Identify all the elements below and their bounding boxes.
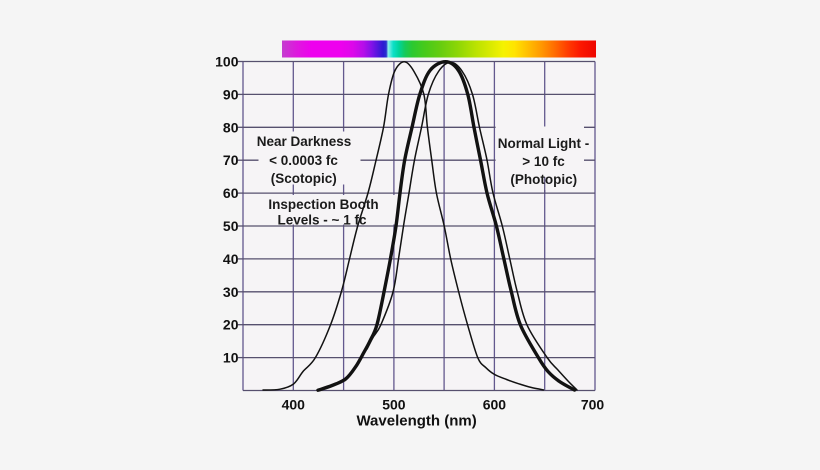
svg-text:40: 40 (223, 251, 239, 267)
svg-text:600: 600 (483, 397, 507, 413)
svg-text:> 10 fc: > 10 fc (522, 154, 565, 169)
svg-text:50: 50 (223, 218, 239, 234)
svg-text:30: 30 (223, 284, 239, 300)
svg-text:700: 700 (581, 397, 605, 413)
svg-text:Levels - ~ 1 fc: Levels - ~ 1 fc (278, 213, 367, 228)
svg-text:90: 90 (223, 86, 239, 102)
svg-text:100: 100 (215, 54, 239, 70)
svg-text:Near Darkness: Near Darkness (257, 134, 352, 149)
svg-text:Inspection Booth: Inspection Booth (268, 197, 378, 212)
svg-text:20: 20 (223, 317, 239, 333)
svg-text:(Photopic): (Photopic) (510, 172, 577, 187)
svg-text:10: 10 (223, 350, 239, 366)
svg-text:Wavelength (nm): Wavelength (nm) (356, 413, 476, 430)
svg-text:70: 70 (223, 152, 239, 168)
svg-text:Normal Light -: Normal Light - (498, 136, 590, 151)
svg-text:(Scotopic): (Scotopic) (271, 171, 337, 186)
svg-text:500: 500 (382, 397, 406, 413)
svg-text:80: 80 (223, 119, 239, 135)
svg-text:60: 60 (223, 185, 239, 201)
svg-text:400: 400 (282, 397, 306, 413)
svg-text:< 0.0003 fc: < 0.0003 fc (269, 153, 338, 168)
